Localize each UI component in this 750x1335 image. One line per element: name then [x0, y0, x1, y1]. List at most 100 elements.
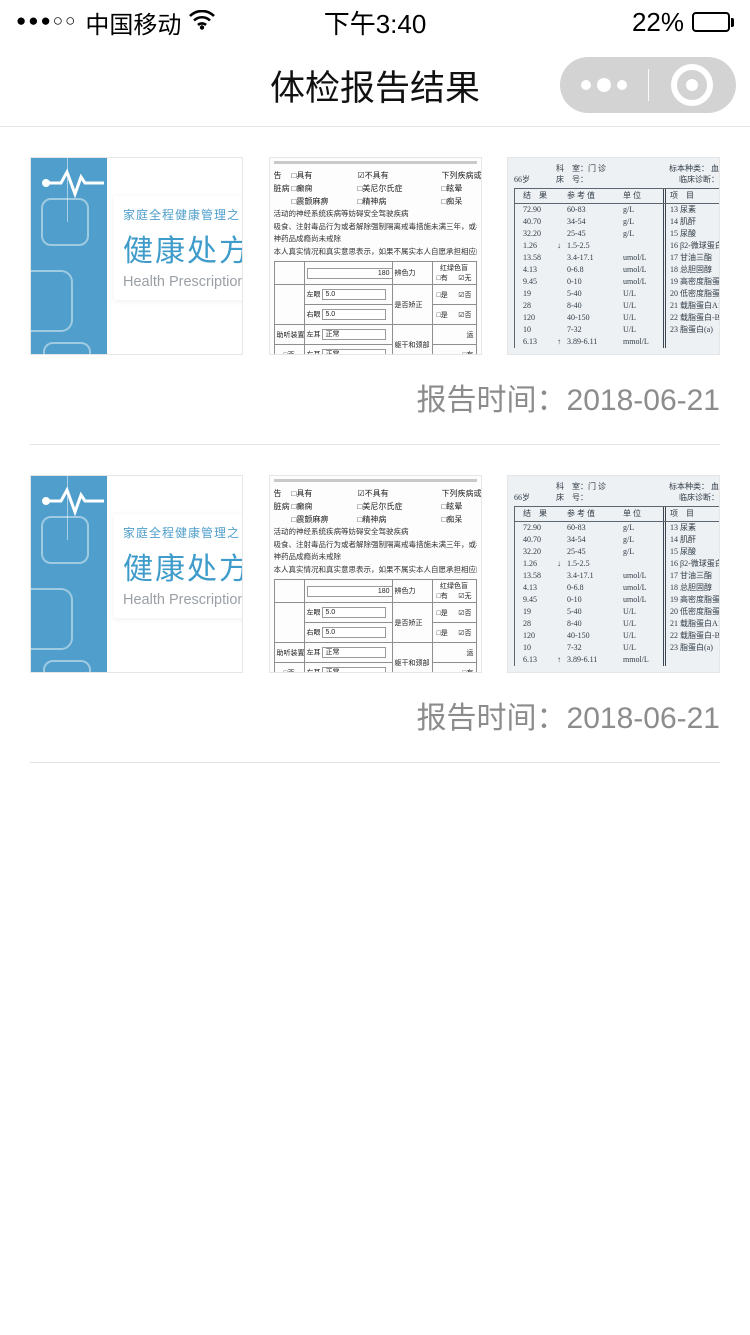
form-cell: □眩晕	[441, 184, 463, 193]
correct-label: 是否矫正	[391, 284, 433, 325]
lab-flag	[557, 606, 567, 618]
lab-flag: ↓	[557, 559, 561, 568]
colorblind-title: 红绿色盲	[440, 265, 468, 272]
form-cell: ☑不具有	[357, 489, 389, 498]
form-cell: □癫痫	[291, 502, 313, 511]
form-cell	[274, 513, 292, 526]
lab-age: 66岁	[514, 175, 530, 184]
exit-button[interactable]	[649, 57, 737, 113]
lab-data-row: 28 8-40 U/L 21 载脂蛋白A1	[515, 618, 719, 630]
lab-specimen: 标本种类： 血	[669, 164, 719, 173]
report-thumbnail-lab-results[interactable]: 科 室：门 诊 标本种类： 血 66岁 床 号： 临床诊断： 结 果 参 考	[507, 475, 720, 673]
report-thumbnail-exam-form[interactable]: 告 □具有 ☑不具有 下列疾病或者情况 脏病 □癫痫 □美尼尔氏症 □眩晕	[268, 157, 482, 355]
right-ear-input: 正常	[322, 349, 387, 354]
form-paragraph: 本人真实情况和真实意思表示，如果不属实本人自愿承担相应的法律责任。	[273, 246, 477, 256]
report-thumbnail-prescription[interactable]: 家庭全程健康管理之 健康处方 Health Prescription	[30, 475, 243, 673]
lab-range: 0-10	[567, 595, 582, 604]
form-paragraphs: 活动的神经系统疾病等妨碍安全驾驶疾病 吸食、注射毒品行为或者解除强制隔离戒毒措施…	[274, 526, 477, 576]
lab-unit	[623, 240, 663, 252]
lab-unit: U/L	[623, 313, 636, 322]
lab-flag	[557, 252, 567, 264]
lab-data-row: 72.90 60-83 g/L 13 尿素	[515, 522, 719, 534]
lab-result: 1.26	[523, 241, 537, 250]
lab-age: 66岁	[514, 493, 530, 502]
lab-data-row: 72.90 60-83 g/L 13 尿素	[515, 204, 719, 216]
lab-meta-row: 科 室：门 诊 标本种类： 血	[514, 163, 719, 174]
lab-result: 120	[523, 313, 535, 322]
vision-input: 180	[306, 585, 391, 597]
ear-label: 右耳	[306, 351, 321, 355]
ecg-heartbeat-icon	[39, 164, 105, 205]
lab-result: 1.26	[523, 559, 537, 568]
signal-strength-icon: ●●●○○	[16, 11, 78, 30]
eye-label: 左眼	[306, 291, 321, 299]
wifi-icon	[189, 9, 216, 37]
prescription-subtitle: 家庭全程健康管理之	[123, 526, 241, 540]
lab-item: 19 高密度脂蛋白胆	[663, 276, 719, 288]
report-thumbnail-exam-form[interactable]: 告 □具有 ☑不具有 下列疾病或者情况 脏病 □癫痫 □美尼尔氏症 □眩晕	[268, 475, 482, 673]
lab-range: 60-83	[567, 205, 586, 214]
lab-table: 结 果 参 考 值 单 位 项 目 72.90	[514, 506, 719, 666]
lab-data-row: 1.26 ↓ 1.5-2.5 16 β2-微球蛋白	[515, 558, 719, 570]
prescription-blue-panel	[31, 158, 107, 354]
form-check-row: □震颤麻痹 □精神病 □痴呆	[274, 513, 477, 526]
nav-bar: 体检报告结果	[0, 44, 750, 127]
report-thumbnail-lab-results[interactable]: 科 室：门 诊 标本种类： 血 66岁 床 号： 临床诊断： 结 果 参 考	[507, 157, 720, 355]
lab-flag	[557, 300, 567, 312]
lab-unit	[623, 558, 663, 570]
form-check-row: 脏病 □癫痫 □美尼尔氏症 □眩晕	[274, 500, 477, 513]
lab-item: 21 载脂蛋白A1	[663, 618, 719, 630]
right-eye-input: 5.0	[322, 627, 387, 638]
form-paragraph: 吸食、注射毒品行为或者解除强制隔离戒毒措施未满三年，或者长期服用	[273, 539, 477, 549]
battery-percent-label: 22%	[631, 6, 684, 37]
right-eye-input: 5.0	[322, 309, 387, 320]
form-paragraph: 活动的神经系统疾病等妨碍安全驾驶疾病	[273, 209, 409, 218]
lab-item: 15 尿酸	[663, 228, 719, 240]
form-cell: □痴呆	[441, 515, 463, 524]
lab-data-row: 9.45 0-10 umol/L 19 高密度脂蛋白胆	[515, 276, 719, 288]
lab-range: 40-150	[567, 631, 590, 640]
prescription-title: 健康处方	[123, 553, 243, 586]
lab-rows: 72.90 60-83 g/L 13 尿素 40.70	[515, 204, 719, 348]
lab-result: 4.13	[523, 265, 537, 274]
lab-unit: g/L	[623, 535, 635, 544]
more-button[interactable]	[560, 57, 648, 113]
lab-range: 3.4-17.1	[567, 253, 594, 262]
lab-result: 32.20	[523, 229, 541, 238]
lab-unit: g/L	[623, 523, 635, 532]
checkbox-option: □是	[436, 629, 448, 637]
checkbox-option: ☑无	[458, 593, 472, 600]
form-check-row: 告 □具有 ☑不具有 下列疾病或者情况	[274, 169, 481, 182]
lab-result: 13.58	[523, 253, 541, 262]
prescription-text-box: 家庭全程健康管理之 健康处方 Health Prescription	[114, 196, 242, 300]
lab-flag: ↑	[557, 655, 561, 664]
colorblind-title: 红绿色盲	[440, 583, 468, 590]
lab-result: 120	[523, 631, 535, 640]
lab-unit: g/L	[623, 217, 635, 226]
battery-icon	[692, 12, 734, 32]
lab-data-row: 10 7-32 U/L 23 脂蛋白(a)	[515, 642, 719, 654]
lab-data-row: 6.13 ↑ 3.89-6.11 mmol/L	[515, 336, 719, 348]
status-bar: ●●●○○ 中国移动 下午3:40 22%	[0, 0, 750, 44]
lab-item: 22 载脂蛋白-B	[663, 312, 719, 324]
lab-unit: umol/L	[623, 265, 647, 274]
lab-unit: g/L	[623, 229, 635, 238]
checkbox-option: □有	[436, 275, 448, 282]
checkbox-option: □否	[273, 344, 305, 354]
lab-range: 8-40	[567, 619, 582, 628]
left-eye-input: 5.0	[322, 289, 387, 300]
more-dots-icon	[596, 78, 611, 92]
lab-flag	[557, 264, 567, 276]
lab-flag	[557, 546, 567, 558]
checkbox-option: ☑否	[458, 629, 472, 637]
lab-dept: 科 室：门 诊	[556, 482, 606, 491]
lab-meta-row: 66岁 床 号： 临床诊断：	[514, 174, 719, 185]
lab-unit: umol/L	[623, 571, 647, 580]
thumbnail-row: 家庭全程健康管理之 健康处方 Health Prescription 告 □具有	[30, 157, 720, 355]
lab-result: 32.20	[523, 547, 541, 556]
report-item: 家庭全程健康管理之 健康处方 Health Prescription 告 □具有	[30, 475, 720, 763]
report-thumbnail-prescription[interactable]: 家庭全程健康管理之 健康处方 Health Prescription	[30, 157, 243, 355]
form-check-row: □震颤麻痹 □精神病 □痴呆	[274, 195, 477, 208]
lab-result: 10	[523, 325, 531, 334]
lab-table: 结 果 参 考 值 单 位 项 目 72.90	[514, 188, 719, 348]
